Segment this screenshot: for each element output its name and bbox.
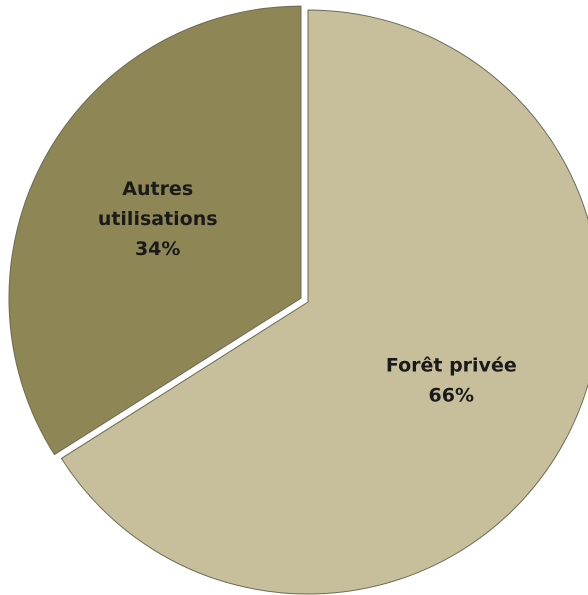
slice-percent-label: 34% [135, 238, 180, 260]
pie-slice-2 [8, 5, 302, 456]
pie-labels: Forêt privée 66% Autres utilisations 34% [98, 178, 517, 406]
slice-name-label: Forêt privée [386, 354, 517, 376]
pie-slice-1 [60, 9, 588, 595]
pie-slice-1-label: Forêt privée 66% [386, 354, 517, 406]
slice-name-label: utilisations [98, 208, 218, 230]
pie-slices [8, 5, 588, 595]
slice-percent-label: 66% [429, 384, 474, 406]
pie-slice-2-label: Autres utilisations 34% [98, 178, 218, 260]
slice-name-label: Autres [122, 178, 193, 200]
